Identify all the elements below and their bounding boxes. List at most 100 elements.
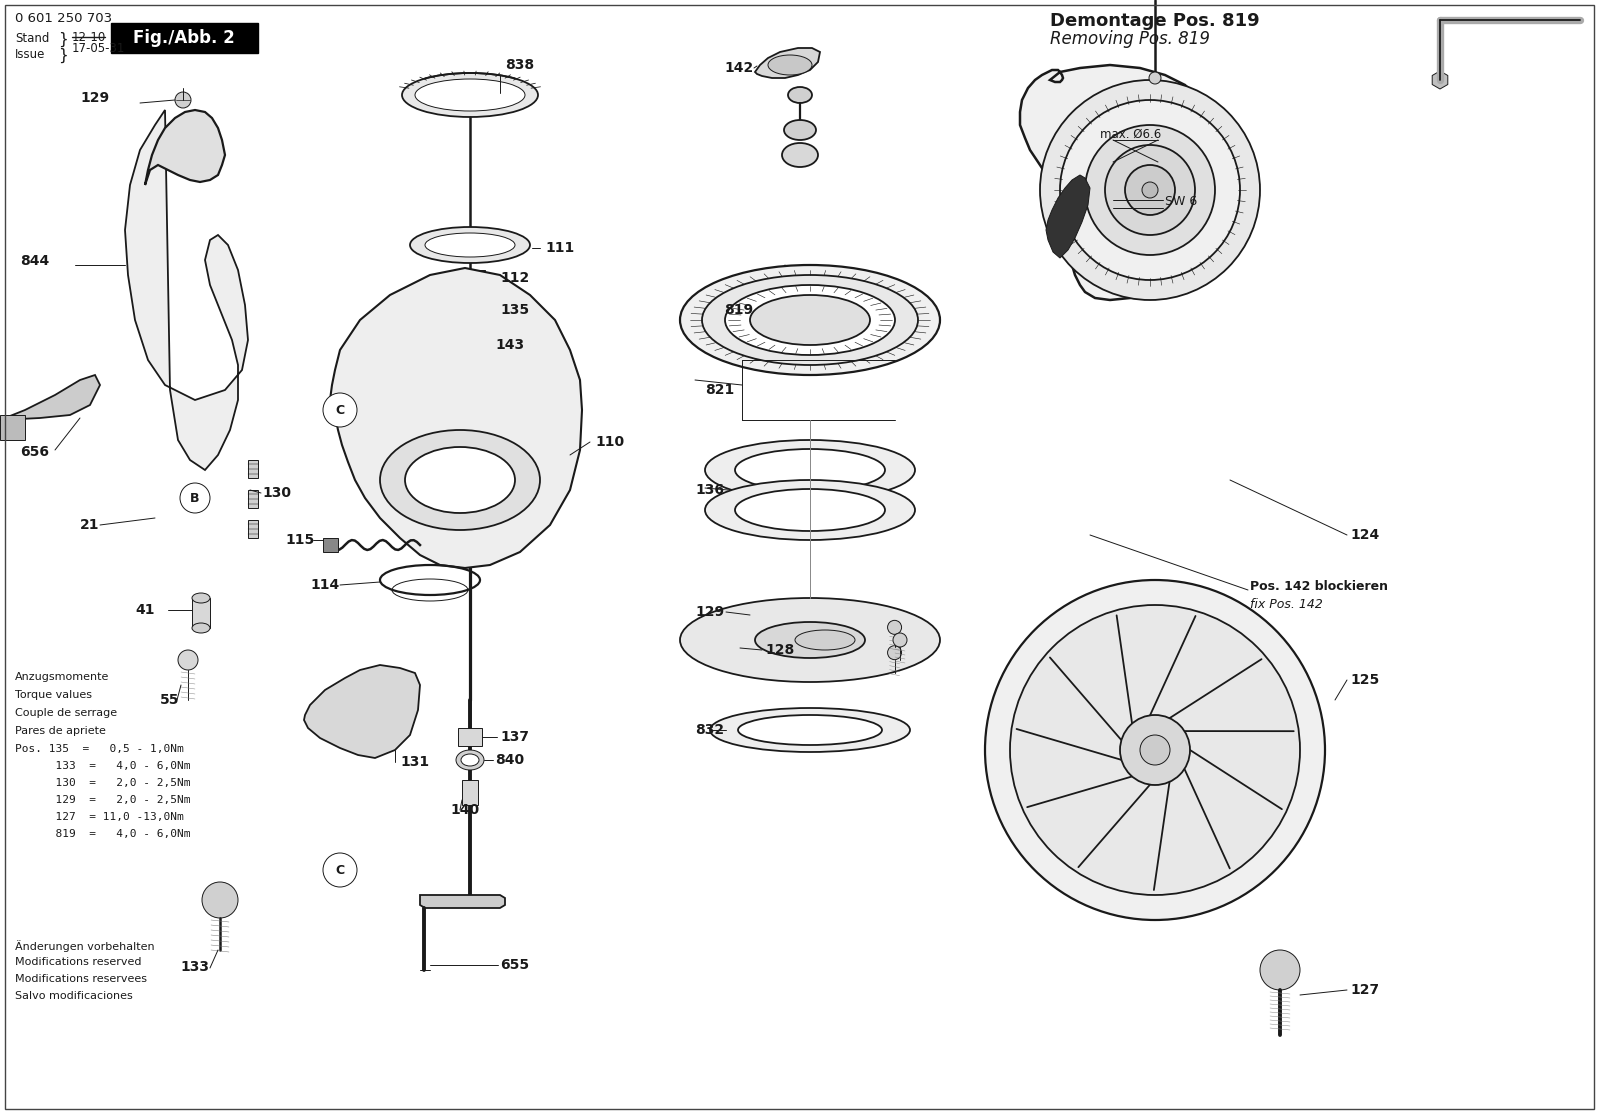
Text: 142: 142	[724, 61, 753, 75]
Ellipse shape	[750, 295, 870, 345]
Text: 844: 844	[21, 254, 50, 268]
Circle shape	[323, 853, 357, 887]
Circle shape	[174, 92, 190, 108]
Bar	[248, 490, 257, 508]
Ellipse shape	[702, 275, 918, 365]
Text: 131: 131	[400, 755, 429, 769]
Text: C: C	[336, 863, 344, 877]
Ellipse shape	[755, 622, 865, 658]
Circle shape	[892, 633, 907, 647]
Text: 128: 128	[764, 643, 795, 657]
Text: 656: 656	[21, 444, 50, 459]
Ellipse shape	[736, 449, 884, 491]
Bar	[192, 598, 209, 628]
Ellipse shape	[409, 227, 529, 263]
Ellipse shape	[736, 489, 884, 531]
Text: 819  =   4,0 - 6,0Nm: 819 = 4,0 - 6,0Nm	[14, 829, 190, 839]
Circle shape	[1119, 715, 1190, 785]
Text: SW 6: SW 6	[1166, 195, 1198, 208]
Text: 41: 41	[134, 603, 155, 617]
Text: Pos. 142 blockieren: Pos. 142 blockieren	[1250, 580, 1388, 593]
Polygon shape	[421, 895, 505, 908]
Text: 129: 129	[696, 605, 724, 619]
Ellipse shape	[739, 715, 883, 745]
Text: Änderungen vorbehalten: Änderungen vorbehalten	[14, 940, 155, 951]
Circle shape	[1150, 72, 1161, 84]
Ellipse shape	[705, 440, 915, 500]
Ellipse shape	[381, 430, 540, 530]
Ellipse shape	[416, 79, 524, 111]
Polygon shape	[1433, 71, 1447, 89]
Ellipse shape	[192, 623, 209, 633]
Bar	[448, 299, 469, 316]
Bar	[457, 729, 481, 746]
Text: Stand: Stand	[14, 32, 50, 45]
Bar	[475, 299, 489, 316]
Text: Issue: Issue	[14, 48, 45, 61]
Text: 127  = 11,0 -13,0Nm: 127 = 11,0 -13,0Nm	[14, 812, 184, 822]
Ellipse shape	[405, 447, 515, 514]
Text: Removing Pos. 819: Removing Pos. 819	[1051, 30, 1210, 48]
Text: 0 601 250 703: 0 601 250 703	[14, 12, 112, 25]
Polygon shape	[0, 375, 101, 420]
Text: 55: 55	[160, 693, 179, 707]
Ellipse shape	[724, 285, 895, 355]
Text: Torque values: Torque values	[14, 690, 93, 700]
Polygon shape	[125, 110, 248, 470]
Text: 17-05-31: 17-05-31	[72, 41, 125, 55]
Text: Anzugsmomente: Anzugsmomente	[14, 672, 109, 682]
Text: 133: 133	[181, 960, 209, 974]
Ellipse shape	[680, 265, 940, 375]
Circle shape	[985, 580, 1326, 920]
Bar	[248, 520, 257, 538]
Text: 819: 819	[724, 303, 753, 317]
Text: 840: 840	[496, 753, 524, 768]
Text: 12-10: 12-10	[72, 30, 106, 43]
Circle shape	[1140, 735, 1170, 765]
Ellipse shape	[401, 74, 537, 117]
Ellipse shape	[461, 754, 480, 766]
Text: 125: 125	[1350, 673, 1380, 687]
Text: Pos. 135  =   0,5 - 1,0Nm: Pos. 135 = 0,5 - 1,0Nm	[14, 744, 184, 754]
Text: 21: 21	[80, 518, 99, 532]
Ellipse shape	[788, 87, 812, 102]
Text: 111: 111	[545, 241, 574, 255]
Text: 114: 114	[310, 578, 339, 592]
Text: Fig./Abb. 2: Fig./Abb. 2	[133, 29, 235, 47]
Text: 137: 137	[500, 730, 529, 744]
Circle shape	[1126, 165, 1175, 215]
Text: 655: 655	[500, 958, 529, 973]
Text: 130  =   2,0 - 2,5Nm: 130 = 2,0 - 2,5Nm	[14, 778, 190, 788]
Ellipse shape	[710, 709, 910, 752]
Bar	[0, 416, 26, 440]
Text: 127: 127	[1350, 983, 1378, 997]
Circle shape	[201, 882, 238, 918]
Text: 838: 838	[505, 58, 534, 72]
Bar	[453, 323, 467, 333]
Text: 832: 832	[696, 723, 724, 737]
Ellipse shape	[456, 750, 484, 770]
Bar	[323, 538, 337, 553]
Circle shape	[1142, 182, 1158, 198]
Ellipse shape	[680, 598, 940, 682]
Bar	[440, 330, 484, 355]
Polygon shape	[1046, 175, 1091, 258]
Text: Salvo modificaciones: Salvo modificaciones	[14, 991, 133, 1001]
Ellipse shape	[768, 55, 812, 75]
Circle shape	[1105, 145, 1194, 235]
Circle shape	[1086, 125, 1215, 255]
Polygon shape	[329, 268, 582, 568]
Text: 110: 110	[595, 434, 624, 449]
FancyBboxPatch shape	[110, 23, 257, 53]
Polygon shape	[1020, 65, 1218, 300]
Text: Modifications reserved: Modifications reserved	[14, 957, 141, 967]
Bar	[248, 460, 257, 478]
Text: max. Ø6.6: max. Ø6.6	[1100, 128, 1161, 141]
Polygon shape	[304, 665, 421, 758]
Circle shape	[323, 393, 357, 427]
Text: Demontage Pos. 819: Demontage Pos. 819	[1051, 12, 1260, 30]
Text: fix Pos. 142: fix Pos. 142	[1250, 598, 1322, 610]
Circle shape	[1060, 100, 1239, 280]
Circle shape	[887, 620, 902, 634]
Text: 129: 129	[80, 91, 109, 105]
